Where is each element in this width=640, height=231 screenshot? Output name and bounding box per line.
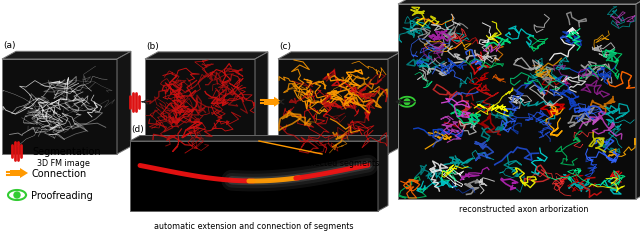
Text: reconstructed axon arborization: reconstructed axon arborization <box>459 204 588 213</box>
Text: Connection: Connection <box>32 168 87 178</box>
Polygon shape <box>145 53 268 60</box>
Polygon shape <box>117 52 131 154</box>
Polygon shape <box>130 141 378 211</box>
Circle shape <box>14 192 20 198</box>
Text: (d): (d) <box>131 125 144 134</box>
Text: Proofreading: Proofreading <box>31 190 93 200</box>
Polygon shape <box>20 168 28 178</box>
Text: Segmentation: Segmentation <box>32 146 100 156</box>
Polygon shape <box>10 170 20 176</box>
Polygon shape <box>278 60 388 154</box>
Circle shape <box>404 100 410 105</box>
Polygon shape <box>636 0 640 199</box>
Polygon shape <box>388 53 401 154</box>
Polygon shape <box>130 136 388 141</box>
Text: automatic extension and connection of segments: automatic extension and connection of se… <box>154 222 354 231</box>
Polygon shape <box>264 99 274 105</box>
Polygon shape <box>378 136 388 211</box>
Text: connected segments: connected segments <box>295 158 379 167</box>
Polygon shape <box>398 0 640 5</box>
Polygon shape <box>145 60 255 154</box>
Polygon shape <box>274 97 282 107</box>
Text: (a): (a) <box>3 41 15 50</box>
Polygon shape <box>398 5 636 199</box>
Polygon shape <box>2 60 117 154</box>
Text: 3D FM image: 3D FM image <box>37 158 90 167</box>
Text: (b): (b) <box>146 42 159 51</box>
Polygon shape <box>278 53 401 60</box>
Polygon shape <box>255 53 268 154</box>
Text: neuron segments: neuron segments <box>169 158 239 167</box>
Text: (c): (c) <box>279 42 291 51</box>
Polygon shape <box>2 52 131 60</box>
